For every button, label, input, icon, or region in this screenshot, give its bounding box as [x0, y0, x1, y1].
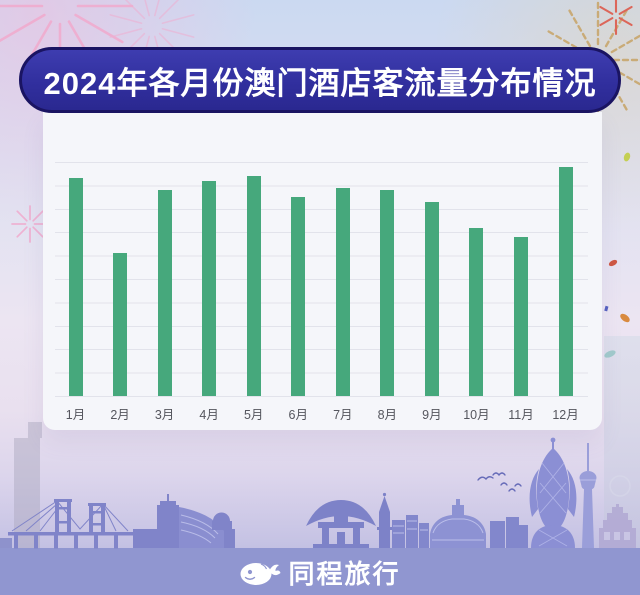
tongcheng-mascot-icon [240, 563, 281, 585]
x-tick-7月: 7月 [333, 408, 353, 422]
x-tick-6月: 6月 [288, 408, 308, 422]
x-tick-10月: 10月 [463, 408, 490, 422]
grand-lisboa-tower [529, 437, 577, 548]
bar-12月 [558, 167, 573, 396]
chart-gridlines [55, 162, 588, 397]
faint-skyscraper-right [604, 336, 640, 550]
brand-name: 同程旅行 [288, 558, 401, 589]
x-tick-5月: 5月 [243, 408, 264, 422]
casino-building-left [133, 494, 235, 548]
x-tick-1月: 1月 [65, 408, 86, 422]
bar-9月 [424, 202, 439, 396]
bar-4月 [202, 181, 217, 396]
macau-tower [579, 443, 597, 548]
x-tick-4月: 4月 [199, 408, 219, 422]
faint-skyscraper-left [14, 422, 42, 550]
clock-tower-silhouette [377, 492, 392, 548]
footer-brand: 同程旅行 [0, 552, 640, 592]
bar-3月 [157, 190, 172, 396]
x-tick-8月: 8月 [377, 408, 398, 422]
x-axis-labels: 1月 2月 3月 4月 5月 6月 7月 8月 9月 10月 11月 12月 [43, 404, 602, 422]
x-tick-2月: 2月 [110, 408, 130, 422]
mid-buildings [392, 515, 429, 548]
bar-6月 [291, 197, 306, 396]
small-houses [0, 538, 12, 548]
bar-2月 [113, 253, 128, 396]
x-tick-12月: 12月 [552, 408, 579, 422]
chart-card: 1月 2月 3月 4月 5月 6月 7月 8月 9月 10月 11月 12月 [43, 112, 602, 430]
x-tick-11月: 11月 [508, 408, 534, 422]
title-banner: 2024年各月份澳门酒店客流量分布情况 [19, 47, 621, 113]
bar-5月 [246, 176, 261, 396]
bar-7月 [335, 188, 350, 396]
temple-gate-silhouette [306, 500, 376, 548]
bar-10月 [469, 228, 484, 396]
birds-icon [477, 472, 522, 492]
bar-1月 [68, 178, 83, 396]
bar-11月 [514, 237, 528, 396]
x-tick-9月: 9月 [422, 408, 442, 422]
page-title: 2024年各月份澳门酒店客流量分布情况 [43, 65, 597, 101]
x-tick-3月: 3月 [154, 408, 175, 422]
bar-8月 [380, 190, 395, 396]
venetian-building [430, 499, 528, 548]
bar-series [43, 162, 602, 396]
